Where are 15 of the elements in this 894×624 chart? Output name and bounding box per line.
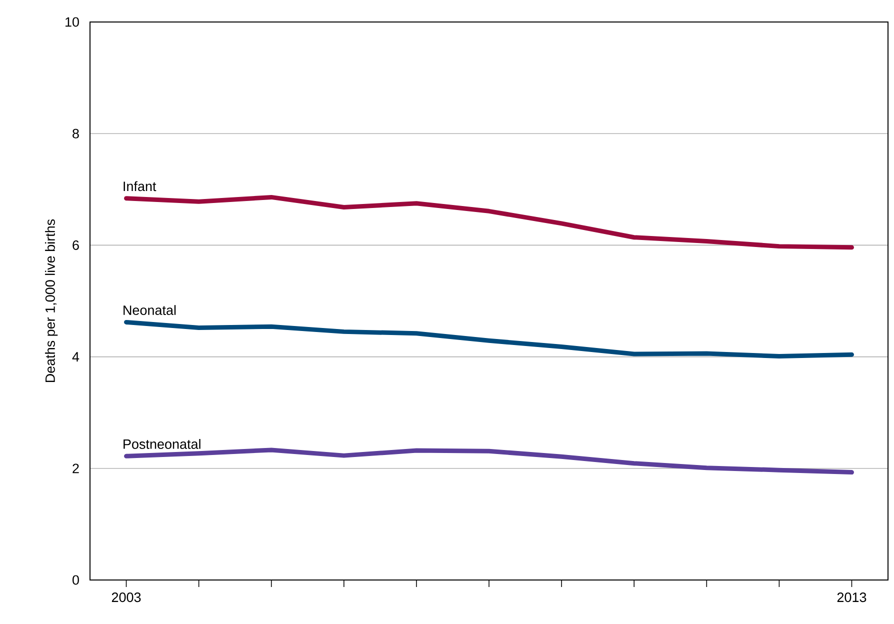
series-label: Postneonatal bbox=[124, 439, 200, 449]
y-tick-label: 6 bbox=[72, 240, 79, 250]
y-tick-label: 8 bbox=[72, 128, 79, 138]
series-label: Neonatal bbox=[124, 305, 176, 315]
line-series bbox=[124, 320, 854, 358]
y-tick-label: 10 bbox=[66, 17, 79, 27]
y-tick-label: 2 bbox=[72, 464, 79, 474]
line-series bbox=[124, 448, 854, 475]
y-tick-label: 4 bbox=[72, 352, 80, 362]
series-label: Infant bbox=[124, 181, 156, 192]
y-axis-title: Deaths per 1,000 live births bbox=[45, 219, 58, 382]
x-tick-label: 2003 bbox=[112, 592, 141, 602]
line-series bbox=[124, 194, 854, 250]
x-tick-label: 2013 bbox=[837, 592, 866, 602]
y-tick-label: 0 bbox=[72, 575, 79, 585]
